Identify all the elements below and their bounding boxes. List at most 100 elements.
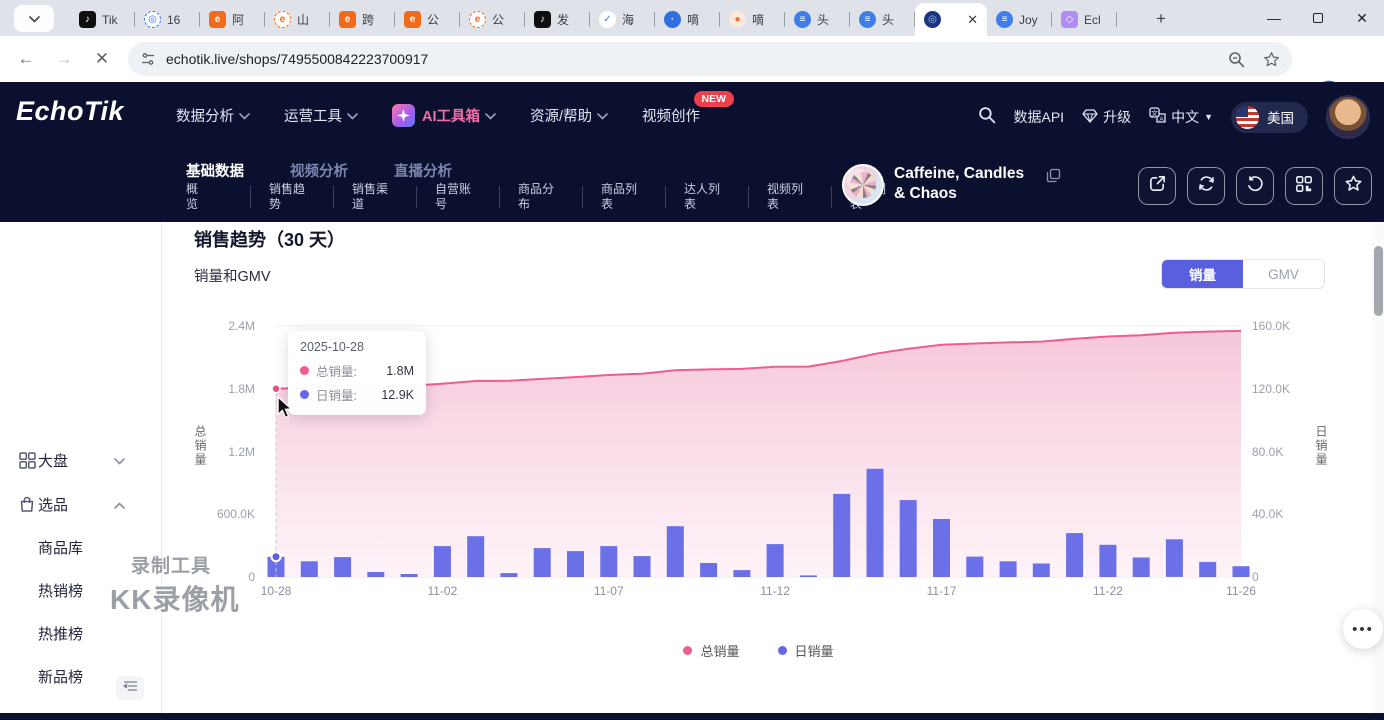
header-nav-3[interactable]: AI工具箱 <box>392 104 496 127</box>
browser-tab[interactable]: ≡ 头 <box>850 3 915 36</box>
left-axis-tick: 1.8M <box>228 381 255 396</box>
subnav-divider <box>582 186 583 208</box>
header-nav-1[interactable]: 数据分析 <box>176 105 250 126</box>
us-flag-icon <box>1236 105 1259 129</box>
stop-loading-button[interactable]: ✕ <box>94 49 110 68</box>
site-settings-icon[interactable] <box>140 51 156 67</box>
browser-tab-active[interactable]: ◎ ✕ <box>915 3 987 36</box>
tab-title: 跨 <box>362 13 375 27</box>
new-tab-button[interactable]: + <box>1156 9 1166 28</box>
browser-tab[interactable]: ✓ 海 <box>590 3 655 36</box>
back-button[interactable]: ← <box>17 49 35 68</box>
right-axis-tick: 160.0K <box>1252 319 1291 333</box>
upgrade-link[interactable]: 升级 <box>1082 107 1131 127</box>
history-button[interactable] <box>1236 167 1274 205</box>
legend-日销量[interactable]: 日销量 <box>777 641 834 660</box>
browser-tab[interactable]: ≡ Joy <box>987 3 1052 36</box>
subnav-item[interactable]: 销售渠道 <box>352 182 389 211</box>
region-selector[interactable]: 美国 <box>1231 101 1308 133</box>
browser-tab[interactable]: ◇ Ecl <box>1052 3 1117 36</box>
x-axis-label: 11-12 <box>760 584 791 598</box>
subnav-item[interactable]: 达人列表 <box>684 182 721 211</box>
tab-title: 公 <box>492 13 505 27</box>
qr-code-button[interactable] <box>1285 167 1323 205</box>
address-bar[interactable]: echotik.live/shops/7495500842223700917 <box>128 42 1292 76</box>
chart-tooltip: 2025-10-28 总销量: 1.8M 日销量: 12.9K <box>288 331 426 415</box>
star-button[interactable] <box>1334 167 1372 205</box>
maximize-button[interactable] <box>1296 0 1340 36</box>
sidebar-item-商品库[interactable]: 商品库 <box>0 530 150 564</box>
tooltip-dot-total <box>300 366 309 375</box>
tooltip-value-total: 1.8M <box>386 363 414 378</box>
tooltip-value-daily: 12.9K <box>381 387 414 402</box>
header-nav-2[interactable]: 运营工具 <box>284 105 358 126</box>
browser-tab[interactable]: ♪ Tik <box>70 3 135 36</box>
analysis-tab[interactable]: 直播分析 <box>394 164 452 180</box>
tab-close-icon[interactable]: ✕ <box>967 12 978 27</box>
metric-toggle: 销量 GMV <box>1161 259 1325 289</box>
sidebar-item-大盘[interactable]: 大盘 <box>0 443 150 477</box>
browser-tab[interactable]: ● 嘀 <box>720 3 785 36</box>
sidebar-item-热销榜[interactable]: 热销榜 <box>0 573 150 607</box>
analysis-tab[interactable]: 视频分析 <box>290 164 348 180</box>
sidebar-item-新品榜[interactable]: 新品榜 <box>0 659 150 693</box>
subnav-item[interactable]: 商品列表 <box>601 182 638 211</box>
left-axis-tick: 0 <box>248 570 255 584</box>
echotik-logo[interactable]: EchoTik <box>16 96 125 126</box>
close-window-button[interactable]: ✕ <box>1356 9 1368 26</box>
chevron-down-icon <box>114 452 125 469</box>
sidebar-item-label: 大盘 <box>38 452 69 470</box>
sync-button[interactable] <box>1187 167 1225 205</box>
browser-tab[interactable]: ◎ 16 <box>135 3 200 36</box>
sidebar-item-label: 热销榜 <box>38 582 84 600</box>
page-scrollbar[interactable] <box>1372 222 1384 713</box>
subnav-item[interactable]: 视频列表 <box>767 182 804 211</box>
header-nav-5[interactable]: 视频创作 NEW <box>642 91 735 126</box>
browser-tab[interactable]: · 嘀 <box>655 3 720 36</box>
more-options-fab[interactable]: ••• <box>1343 609 1383 649</box>
browser-tab[interactable]: ♪ 发 <box>525 3 590 36</box>
subnav-item[interactable]: 销售趋势 <box>269 182 306 211</box>
legend-总销量[interactable]: 总销量 <box>683 641 740 660</box>
header-nav-4[interactable]: 资源/帮助 <box>530 105 608 126</box>
browser-tab-strip: ♪ Tik ◎ 16 e 阿 e 山 e 跨 e 公 e 公 ♪ 发 ✓ 海 · 嘀 ● 嘀 ≡ 头 ≡ 头 ◎ ✕ ≡ Joy ◇ Ecl … <box>0 0 1384 36</box>
search-icon[interactable] <box>978 106 996 129</box>
subnav-divider <box>416 186 417 208</box>
forward-button[interactable]: → <box>55 49 73 68</box>
page-title: 销售趋势（30 天） <box>194 230 346 250</box>
language-selector[interactable]: 文 A 中文 ▼ <box>1149 107 1213 125</box>
sales-trend-chart[interactable] <box>267 325 1250 578</box>
minimize-button[interactable]: — <box>1267 10 1281 26</box>
toggle-GMV[interactable]: GMV <box>1243 260 1324 288</box>
bookmark-star-icon[interactable] <box>1263 51 1280 68</box>
subnav-item[interactable]: 商品分布 <box>518 182 555 211</box>
user-avatar[interactable] <box>1326 95 1370 139</box>
scrollbar-thumb[interactable] <box>1373 246 1383 316</box>
tab-divider <box>719 12 720 27</box>
data-api-link[interactable]: 数据API <box>1013 109 1065 125</box>
analysis-tab[interactable]: 基础数据 <box>186 164 244 180</box>
external-link-button[interactable] <box>1138 167 1176 205</box>
sidebar-collapse-button[interactable] <box>116 676 144 700</box>
subnav-item[interactable]: 自营账号 <box>435 182 472 211</box>
caret-down-icon: ▼ <box>1204 112 1213 122</box>
tab-favicon: e <box>339 11 356 28</box>
browser-tab[interactable]: ≡ 头 <box>785 3 850 36</box>
copy-icon[interactable] <box>1046 168 1061 188</box>
tab-favicon: ≡ <box>794 11 811 28</box>
tab-search-button[interactable] <box>14 5 54 32</box>
zoom-page-icon[interactable] <box>1228 51 1245 68</box>
sidebar-item-热推榜[interactable]: 热推榜 <box>0 616 150 650</box>
sidebar-item-选品[interactable]: 选品 <box>0 487 150 521</box>
maximize-icon <box>1313 13 1323 23</box>
subnav-item[interactable]: 概览 <box>186 182 199 211</box>
history-icon <box>1246 174 1265 198</box>
echotik-header: EchoTik 数据分析 运营工具 AI工具箱 资源/帮助 视频创作 NEW 数据API … <box>0 82 1384 222</box>
toggle-销量[interactable]: 销量 <box>1162 260 1243 288</box>
